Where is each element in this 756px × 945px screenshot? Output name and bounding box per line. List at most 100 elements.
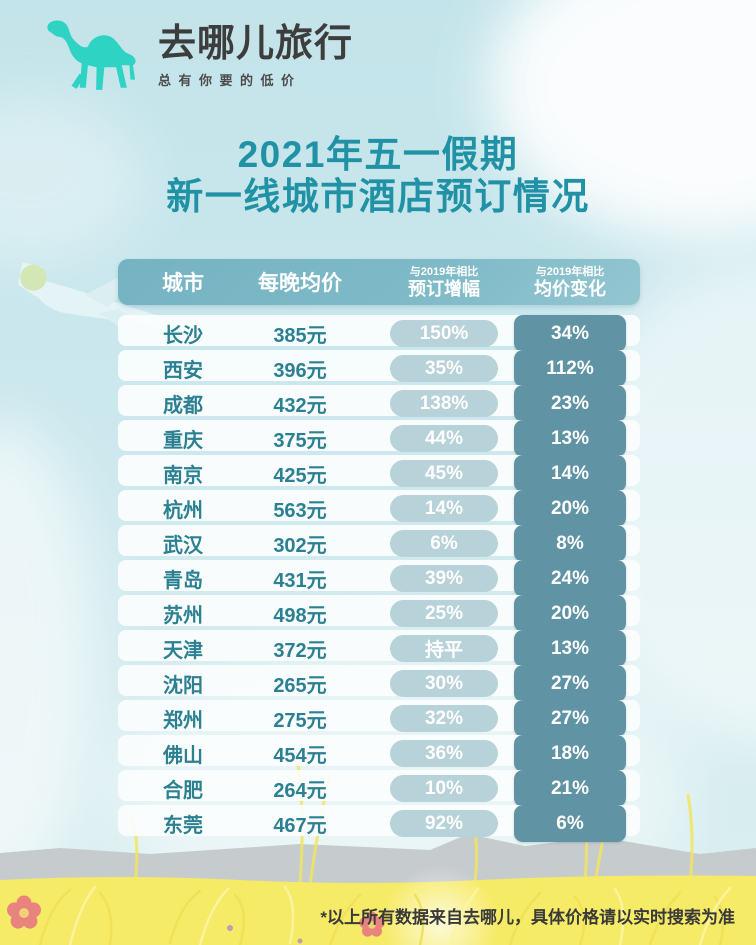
city-cell: 武汉: [163, 535, 203, 557]
price-change-pill: 34%: [514, 315, 626, 352]
header-booking-growth: 与2019年相比 预订增幅: [390, 266, 498, 299]
poster-title: 2021年五一假期 新一线城市酒店预订情况: [0, 134, 756, 218]
table-header-row: 城市 每晚均价 与2019年相比 预订增幅 与2019年相比 均价变化: [118, 259, 640, 305]
table-row: 沈阳 265元 30% 27%: [118, 665, 640, 702]
table-row: 青岛 431元 39% 24%: [118, 560, 640, 597]
avg-price-cell: 275元: [273, 710, 327, 732]
price-change-pill: 13%: [514, 420, 626, 457]
camel-icon: [47, 20, 136, 90]
city-cell: 西安: [163, 360, 203, 382]
avg-price-cell: 265元: [273, 675, 327, 697]
table-row: 苏州 498元 25% 20%: [118, 595, 640, 632]
price-change-pill: 20%: [514, 595, 626, 632]
avg-price-cell: 454元: [273, 745, 327, 767]
table-row: 南京 425元 45% 14%: [118, 455, 640, 492]
header-avg-price: 每晚均价: [258, 272, 342, 295]
booking-growth-pill: 35%: [390, 355, 498, 382]
price-change-pill: 21%: [514, 770, 626, 807]
city-cell: 成都: [163, 395, 203, 417]
price-change-pill: 27%: [514, 665, 626, 702]
table-row: 天津 372元 持平 13%: [118, 630, 640, 667]
booking-growth-pill: 10%: [390, 775, 498, 802]
booking-growth-pill: 25%: [390, 600, 498, 627]
city-cell: 沈阳: [163, 675, 203, 697]
table-row: 武汉 302元 6% 8%: [118, 525, 640, 562]
avg-price-cell: 467元: [273, 815, 327, 837]
table-row: 重庆 375元 44% 13%: [118, 420, 640, 457]
table-row: 杭州 563元 14% 20%: [118, 490, 640, 527]
header-change-label: 均价变化: [534, 278, 606, 299]
city-cell: 东莞: [163, 815, 203, 837]
table-body: 长沙 385元 150% 34% 西安 396元 35% 112% 成都 432…: [118, 315, 640, 842]
booking-growth-pill: 36%: [390, 740, 498, 767]
table-row: 长沙 385元 150% 34%: [118, 315, 640, 352]
flower-left: [7, 895, 41, 929]
avg-price-cell: 264元: [273, 780, 327, 802]
price-change-pill: 20%: [514, 490, 626, 527]
city-cell: 天津: [163, 640, 203, 662]
avg-price-cell: 498元: [273, 605, 327, 627]
booking-growth-pill: 44%: [390, 425, 498, 452]
meadow-scenery: [0, 758, 756, 945]
booking-growth-pill: 持平: [390, 635, 498, 662]
avg-price-cell: 385元: [273, 325, 327, 347]
brand-logo: 去哪儿旅行 总有你要的低价: [40, 14, 353, 96]
grass-field: [0, 875, 756, 945]
brand-name: 去哪儿旅行: [158, 23, 354, 65]
booking-growth-pill: 14%: [390, 495, 498, 522]
price-change-pill: 24%: [514, 560, 626, 597]
data-source-footnote: *以上所有数据来自去哪儿，具体价格请以实时搜索为准: [320, 908, 735, 927]
price-change-pill: 18%: [514, 735, 626, 772]
flower-center: [359, 911, 385, 937]
booking-growth-pill: 30%: [390, 670, 498, 697]
grass-strands-light: [68, 885, 732, 945]
city-cell: 合肥: [163, 780, 203, 802]
city-cell: 苏州: [163, 605, 203, 627]
price-change-pill: 6%: [514, 805, 626, 842]
flower-bud: [227, 925, 233, 931]
table-row: 郑州 275元 32% 27%: [118, 700, 640, 737]
price-change-pill: 14%: [514, 455, 626, 492]
hotel-booking-table: 城市 每晚均价 与2019年相比 预订增幅 与2019年相比 均价变化 长沙 3…: [118, 259, 640, 842]
table-row: 西安 396元 35% 112%: [118, 350, 640, 387]
avg-price-cell: 563元: [273, 500, 327, 522]
city-cell: 佛山: [163, 745, 203, 767]
avg-price-cell: 431元: [273, 570, 327, 592]
booking-growth-pill: 92%: [390, 810, 498, 837]
table-row: 成都 432元 138% 23%: [118, 385, 640, 422]
city-cell: 重庆: [163, 430, 203, 452]
header-change-note: 与2019年相比: [535, 265, 605, 278]
brand-tagline: 总有你要的低价: [158, 72, 302, 88]
header-city: 城市: [162, 272, 204, 295]
grass-strands: [38, 888, 725, 945]
table-row: 佛山 454元 36% 18%: [118, 735, 640, 772]
booking-growth-pill: 32%: [390, 705, 498, 732]
avg-price-cell: 375元: [273, 430, 327, 452]
city-cell: 南京: [163, 465, 203, 487]
price-change-pill: 112%: [514, 350, 626, 387]
avg-price-cell: 425元: [273, 465, 327, 487]
booking-growth-pill: 150%: [390, 320, 498, 347]
booking-growth-pill: 6%: [390, 530, 498, 557]
avg-price-cell: 302元: [273, 535, 327, 557]
title-line-1: 2021年五一假期: [237, 134, 519, 175]
price-change-pill: 23%: [514, 385, 626, 422]
header-booking-label: 预订增幅: [408, 278, 480, 299]
city-cell: 长沙: [163, 325, 203, 347]
booking-growth-pill: 39%: [390, 565, 498, 592]
price-change-pill: 13%: [514, 630, 626, 667]
city-cell: 杭州: [163, 500, 203, 522]
flower-bud: [297, 938, 303, 944]
avg-price-cell: 372元: [273, 640, 327, 662]
booking-growth-pill: 138%: [390, 390, 498, 417]
table-row: 合肥 264元 10% 21%: [118, 770, 640, 807]
avg-price-cell: 432元: [273, 395, 327, 417]
price-change-pill: 27%: [514, 700, 626, 737]
price-change-pill: 8%: [514, 525, 626, 562]
header-price-change: 与2019年相比 均价变化: [514, 266, 626, 299]
avg-price-cell: 396元: [273, 360, 327, 382]
booking-growth-pill: 45%: [390, 460, 498, 487]
city-cell: 郑州: [163, 710, 203, 732]
header-booking-note: 与2019年相比: [409, 265, 479, 278]
